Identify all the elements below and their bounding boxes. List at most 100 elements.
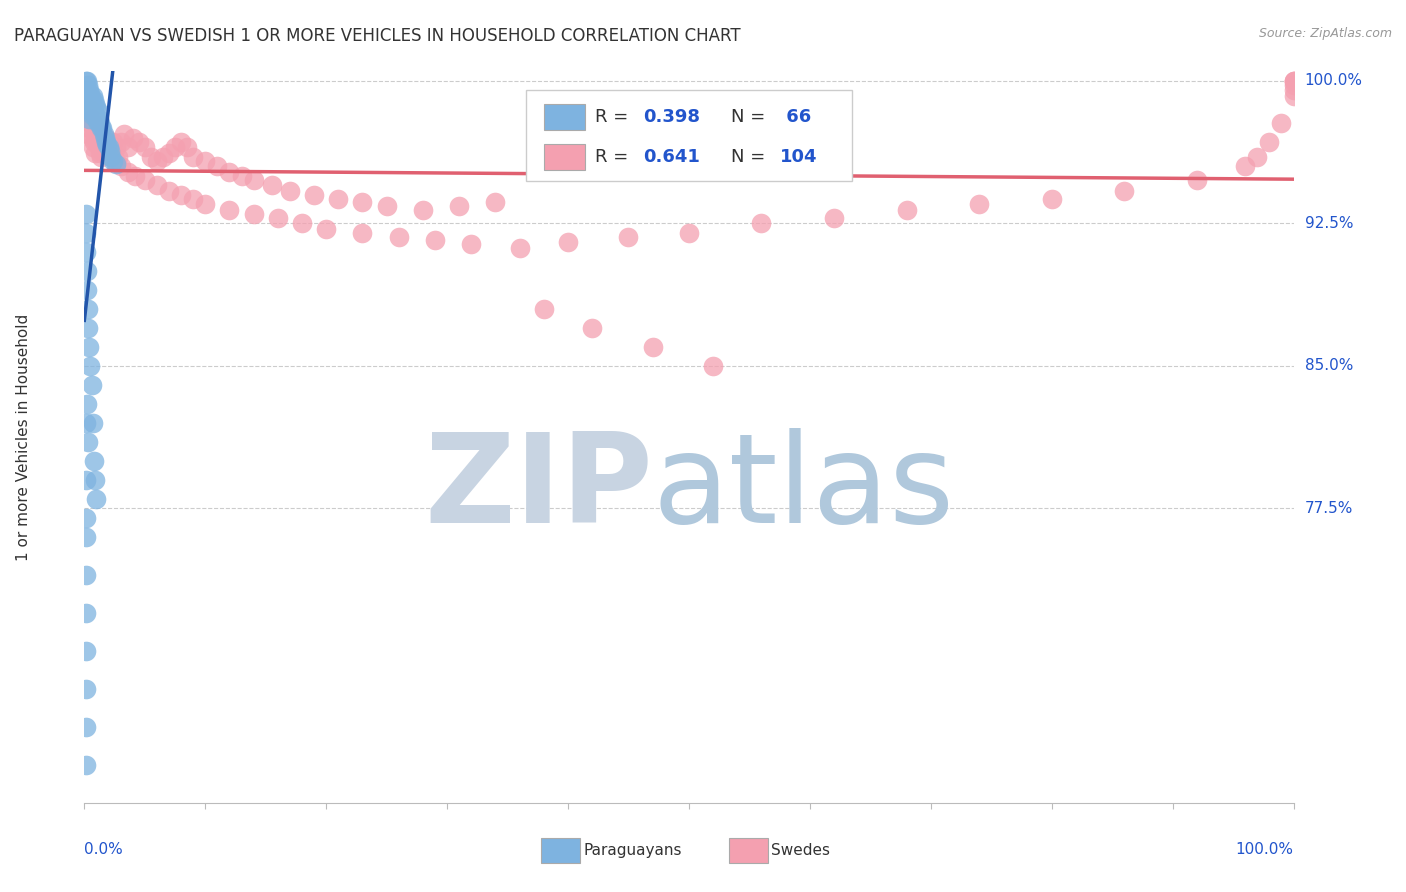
Text: atlas: atlas bbox=[652, 428, 955, 549]
Point bbox=[121, 131, 143, 145]
Point bbox=[82, 140, 104, 154]
Point bbox=[79, 103, 101, 117]
Point bbox=[352, 195, 374, 210]
Text: N =: N = bbox=[731, 108, 772, 126]
Point bbox=[83, 454, 105, 468]
Point bbox=[157, 184, 180, 198]
Text: R =: R = bbox=[595, 108, 634, 126]
Point bbox=[90, 121, 112, 136]
Point bbox=[617, 229, 640, 244]
Point bbox=[84, 127, 107, 141]
Point bbox=[267, 211, 290, 225]
Point bbox=[84, 146, 107, 161]
Point bbox=[352, 226, 374, 240]
Point bbox=[75, 74, 97, 88]
Point bbox=[76, 103, 98, 117]
Text: ZIP: ZIP bbox=[425, 428, 652, 549]
Point bbox=[702, 359, 724, 373]
Point bbox=[170, 135, 193, 149]
Point bbox=[84, 473, 107, 487]
Point bbox=[75, 530, 97, 544]
Point bbox=[152, 150, 174, 164]
FancyBboxPatch shape bbox=[541, 838, 581, 863]
Point bbox=[1270, 116, 1292, 130]
Point bbox=[94, 144, 117, 158]
Point bbox=[1246, 150, 1268, 164]
Point bbox=[509, 241, 531, 255]
Point bbox=[242, 207, 264, 221]
Point bbox=[77, 340, 100, 354]
Text: 1 or more Vehicles in Household: 1 or more Vehicles in Household bbox=[17, 313, 31, 561]
Point bbox=[1185, 172, 1208, 186]
Point bbox=[91, 144, 114, 158]
Point bbox=[678, 226, 700, 240]
Point bbox=[128, 135, 150, 149]
Point bbox=[91, 140, 114, 154]
Point bbox=[104, 157, 127, 171]
Point bbox=[302, 187, 325, 202]
Point bbox=[1234, 159, 1257, 173]
Point bbox=[103, 135, 125, 149]
Point bbox=[94, 135, 117, 149]
Point bbox=[77, 121, 100, 136]
Text: 66: 66 bbox=[780, 108, 811, 126]
Point bbox=[93, 127, 115, 141]
Point bbox=[77, 83, 100, 97]
Point bbox=[98, 144, 121, 158]
Point bbox=[375, 199, 398, 213]
Point bbox=[165, 140, 187, 154]
Point bbox=[83, 135, 105, 149]
Point bbox=[77, 112, 100, 126]
Text: R =: R = bbox=[595, 148, 634, 166]
Point bbox=[75, 473, 97, 487]
Point bbox=[823, 211, 845, 225]
Point bbox=[75, 83, 97, 97]
Point bbox=[242, 172, 264, 186]
Point bbox=[97, 140, 120, 154]
Point bbox=[176, 140, 198, 154]
Point bbox=[134, 172, 156, 186]
Point bbox=[89, 146, 111, 161]
Point bbox=[1282, 74, 1305, 88]
Point bbox=[75, 757, 97, 772]
Point bbox=[83, 121, 105, 136]
Point bbox=[181, 150, 204, 164]
Point bbox=[79, 359, 101, 373]
Point bbox=[117, 165, 139, 179]
Point bbox=[100, 150, 122, 164]
Point bbox=[157, 146, 180, 161]
Point bbox=[75, 644, 97, 658]
Point bbox=[484, 195, 506, 210]
Point bbox=[315, 222, 337, 236]
Point bbox=[96, 138, 118, 153]
Point bbox=[75, 244, 97, 259]
Point bbox=[96, 135, 118, 149]
Point bbox=[231, 169, 253, 183]
Point bbox=[581, 321, 603, 335]
Point bbox=[117, 140, 139, 154]
Point bbox=[87, 112, 110, 126]
Point bbox=[94, 135, 117, 149]
Point bbox=[134, 140, 156, 154]
Point bbox=[967, 197, 990, 211]
Point bbox=[86, 100, 108, 114]
Point bbox=[170, 187, 193, 202]
Point bbox=[1282, 89, 1305, 103]
Point bbox=[77, 96, 100, 111]
Text: 0.0%: 0.0% bbox=[84, 842, 124, 856]
Point bbox=[82, 103, 104, 117]
Text: Swedes: Swedes bbox=[770, 843, 830, 858]
Point bbox=[112, 127, 135, 141]
Point bbox=[77, 78, 100, 92]
Point bbox=[97, 140, 120, 154]
Point bbox=[77, 127, 100, 141]
Point bbox=[641, 340, 664, 354]
Text: 85.0%: 85.0% bbox=[1305, 359, 1353, 374]
Point bbox=[146, 153, 169, 168]
Point bbox=[84, 96, 107, 111]
Point bbox=[79, 116, 101, 130]
Text: 104: 104 bbox=[780, 148, 817, 166]
Point bbox=[260, 178, 283, 193]
Point bbox=[423, 234, 446, 248]
Point bbox=[86, 135, 108, 149]
